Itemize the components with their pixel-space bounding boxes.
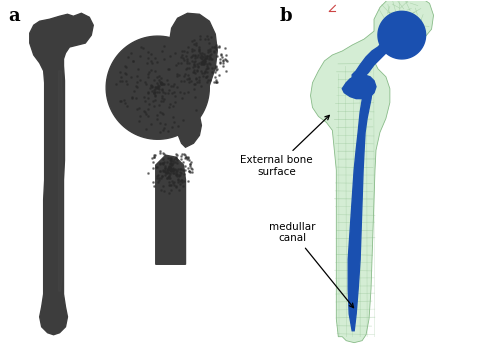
Polygon shape bbox=[156, 155, 186, 264]
Polygon shape bbox=[342, 75, 376, 99]
Polygon shape bbox=[170, 13, 218, 111]
Text: External bone
surface: External bone surface bbox=[240, 116, 330, 177]
Polygon shape bbox=[58, 71, 62, 291]
Polygon shape bbox=[352, 43, 386, 81]
Text: medullar
canal: medullar canal bbox=[270, 222, 353, 308]
Polygon shape bbox=[310, 0, 434, 343]
Polygon shape bbox=[348, 83, 372, 331]
Text: a: a bbox=[8, 7, 20, 25]
Polygon shape bbox=[30, 13, 94, 335]
Text: b: b bbox=[280, 7, 292, 25]
Polygon shape bbox=[378, 11, 426, 59]
Polygon shape bbox=[178, 111, 202, 147]
Polygon shape bbox=[380, 29, 394, 45]
Polygon shape bbox=[152, 94, 196, 137]
Polygon shape bbox=[106, 36, 210, 139]
